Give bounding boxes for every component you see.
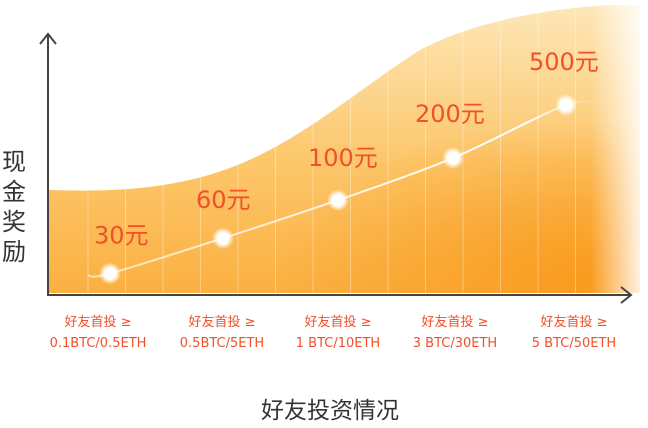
value-label: 60元 bbox=[196, 186, 251, 214]
x-tick-label-line2: 5 BTC/50ETH bbox=[532, 336, 616, 351]
data-point bbox=[104, 267, 116, 280]
value-label: 500元 bbox=[529, 48, 599, 76]
x-tick-label-line2: 3 BTC/30ETH bbox=[413, 336, 497, 351]
x-tick-label-line2: 0.5BTC/5ETH bbox=[180, 336, 264, 351]
axes bbox=[39, 32, 633, 304]
data-point bbox=[217, 232, 229, 245]
grid-lines bbox=[87, 10, 576, 294]
y-axis-arrow bbox=[39, 32, 57, 45]
area-fill bbox=[48, 0, 648, 295]
x-tick-label-line1: 好友首投 ≥ bbox=[64, 314, 131, 330]
x-tick-labels: 好友首投 ≥ 0.1BTC/0.5ETH 好友首投 ≥ 0.5BTC/5ETH 好友首投… bbox=[50, 314, 617, 351]
data-point bbox=[447, 151, 459, 164]
x-tick-label-line2: 0.1BTC/0.5ETH bbox=[50, 336, 147, 351]
x-tick-label-line2: 1 BTC/10ETH bbox=[296, 336, 380, 351]
x-tick-label-line1: 好友首投 ≥ bbox=[540, 314, 607, 330]
y-axis-title-char: 现 bbox=[2, 148, 26, 176]
data-points bbox=[99, 94, 577, 285]
x-tick-label-line1: 好友首投 ≥ bbox=[304, 314, 371, 330]
area-hot-spot bbox=[48, 5, 640, 293]
data-point bbox=[332, 194, 344, 207]
area-right-fade bbox=[590, 0, 648, 295]
y-axis-title-char: 励 bbox=[2, 238, 26, 266]
x-tick-label-line1: 好友首投 ≥ bbox=[188, 314, 255, 330]
value-label: 100元 bbox=[308, 144, 378, 172]
y-axis-title-char: 奖 bbox=[2, 208, 26, 236]
x-axis-title: 好友投资情况 bbox=[261, 398, 399, 423]
value-label: 30元 bbox=[94, 221, 149, 249]
x-tick-label-line1: 好友首投 ≥ bbox=[421, 314, 488, 330]
value-labels: 30元 60元 100元 200元 500元 bbox=[94, 48, 599, 249]
value-label: 200元 bbox=[415, 100, 485, 128]
y-axis-title-char: 金 bbox=[2, 178, 26, 206]
x-axis-arrow bbox=[620, 286, 633, 304]
data-point bbox=[560, 99, 572, 111]
